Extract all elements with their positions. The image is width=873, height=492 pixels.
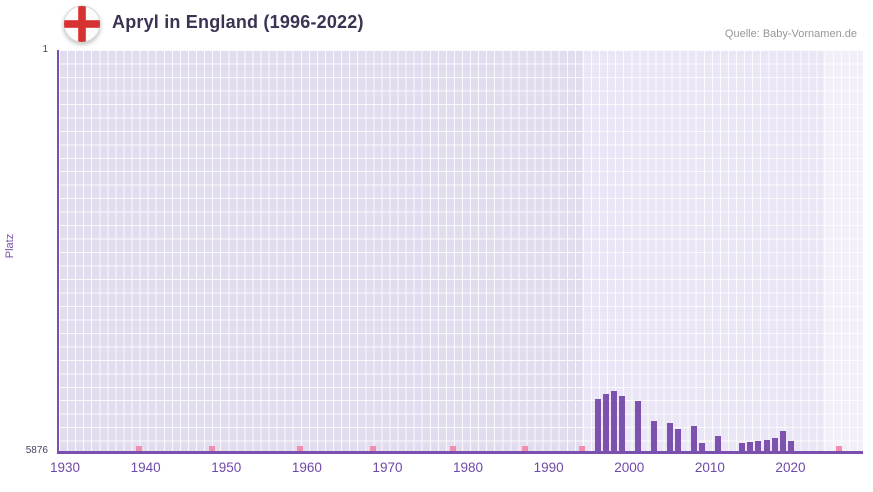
y-tick-bottom: 5876 bbox=[25, 445, 48, 456]
source-label: Quelle: Baby-Vornamen.de bbox=[724, 28, 857, 40]
bar-2001 bbox=[634, 401, 641, 451]
bar-2006 bbox=[675, 429, 682, 451]
no-rank-marker-1959 bbox=[297, 446, 304, 451]
grid-overlay bbox=[59, 50, 863, 451]
x-axis-ticks: 1930 1940 1950 1960 1970 1980 1990 2000 2010 2020 bbox=[50, 460, 863, 482]
y-axis-label: Platz bbox=[4, 233, 16, 259]
x-tick-1960: 1960 bbox=[291, 460, 322, 475]
x-tick-2010: 2010 bbox=[694, 460, 725, 475]
no-rank-marker-1987 bbox=[522, 446, 529, 451]
bar-2019 bbox=[779, 431, 786, 451]
bar-2009 bbox=[699, 443, 706, 451]
x-tick-1970: 1970 bbox=[372, 460, 403, 475]
no-rank-marker-1939 bbox=[136, 446, 143, 451]
x-tick-1980: 1980 bbox=[453, 460, 484, 475]
bar-2005 bbox=[667, 423, 674, 451]
bar-1996 bbox=[594, 399, 601, 451]
bars-layer bbox=[59, 50, 863, 451]
x-tick-2020: 2020 bbox=[775, 460, 806, 475]
bar-2017 bbox=[763, 440, 770, 451]
no-rank-marker-1994 bbox=[578, 446, 585, 451]
plot-area bbox=[57, 50, 863, 454]
bar-1998 bbox=[610, 391, 617, 451]
x-tick-1940: 1940 bbox=[130, 460, 161, 475]
bar-2015 bbox=[747, 442, 754, 451]
england-flag-icon bbox=[63, 5, 101, 43]
x-tick-2000: 2000 bbox=[614, 460, 645, 475]
bar-2008 bbox=[691, 426, 698, 451]
bar-2014 bbox=[739, 443, 746, 451]
page-title: Apryl in England (1996-2022) bbox=[112, 12, 364, 32]
bar-1999 bbox=[618, 396, 625, 451]
bar-1997 bbox=[602, 394, 609, 451]
no-rank-marker-2026 bbox=[835, 446, 842, 451]
bar-2018 bbox=[771, 437, 778, 451]
x-tick-1990: 1990 bbox=[533, 460, 564, 475]
bar-2003 bbox=[650, 421, 657, 451]
y-tick-top: 1 bbox=[42, 44, 48, 55]
bar-2011 bbox=[715, 435, 722, 451]
no-rank-marker-1978 bbox=[449, 446, 456, 451]
bar-2020 bbox=[787, 441, 794, 451]
no-rank-marker-1968 bbox=[369, 446, 376, 451]
bar-2016 bbox=[755, 441, 762, 451]
no-rank-marker-1948 bbox=[208, 446, 215, 451]
x-tick-1950: 1950 bbox=[211, 460, 242, 475]
x-tick-1930: 1930 bbox=[50, 460, 81, 475]
